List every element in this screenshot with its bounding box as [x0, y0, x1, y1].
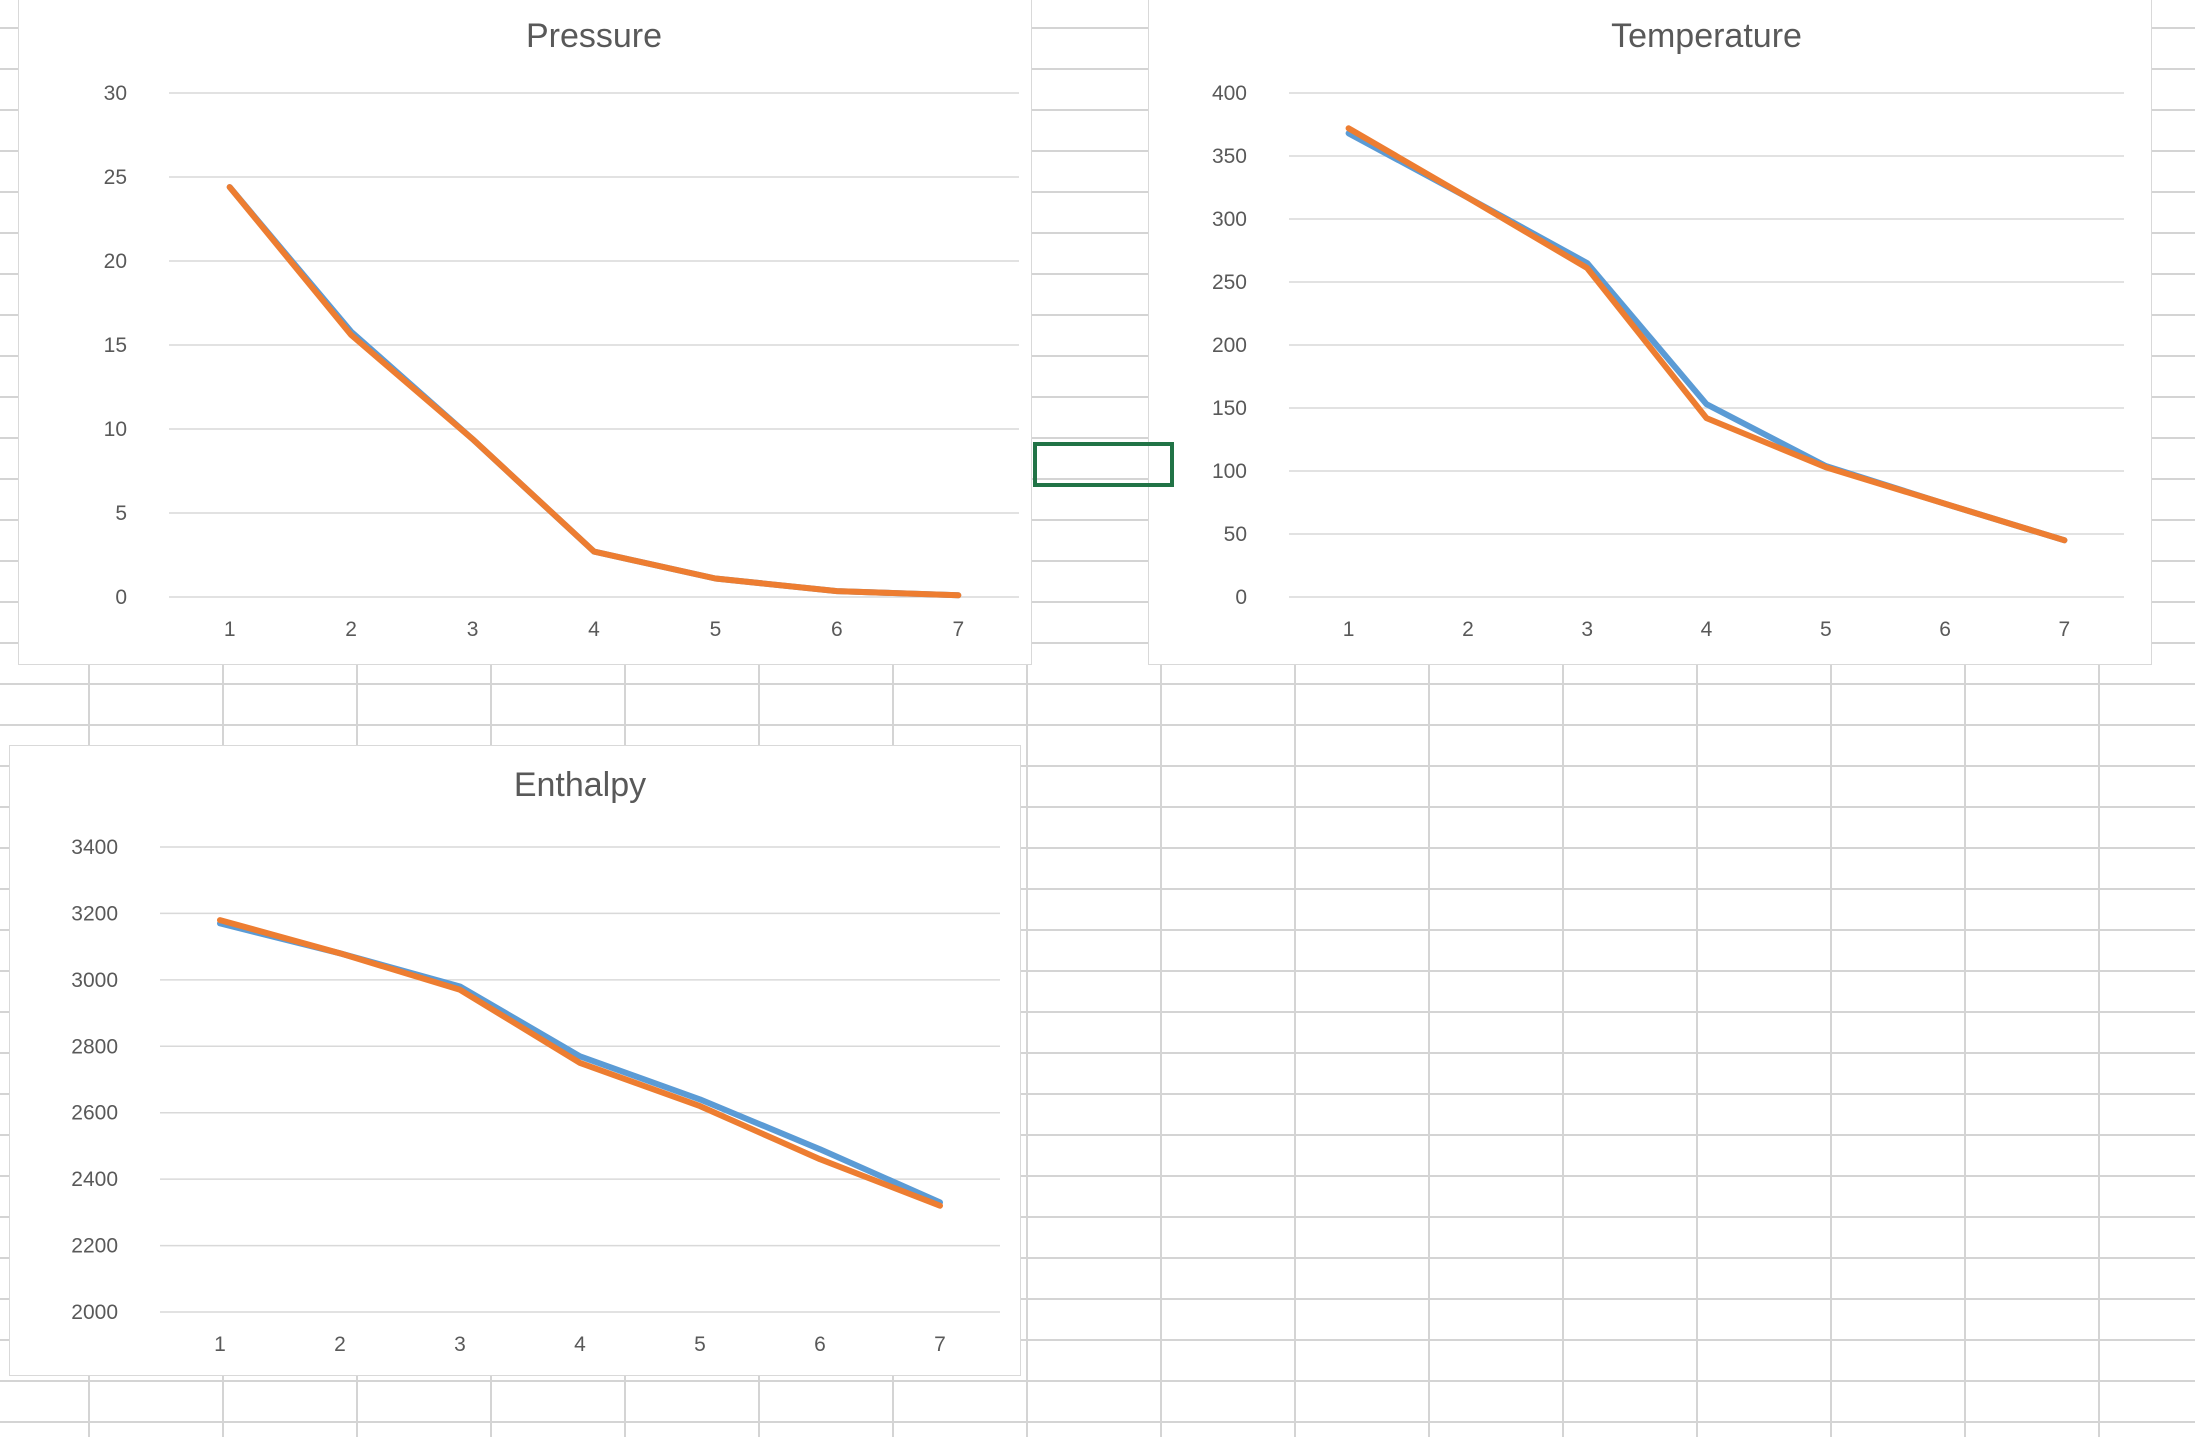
x-tick-label: 7 — [2059, 618, 2071, 641]
x-tick-label: 7 — [952, 618, 964, 641]
temperature-series-line-2 — [1345, 125, 2068, 544]
x-tick-label: 5 — [1820, 618, 1832, 641]
temperature-chart-title: Temperature — [1611, 17, 1802, 55]
pressure-chart-svg: Pressure 0 5 10 15 20 25 30 1 2 3 4 5 6 7 — [104, 17, 1019, 641]
selected-cell[interactable] — [1033, 442, 1174, 487]
x-tick-label: 5 — [694, 1333, 706, 1356]
temperature-chart-svg: Temperature 0 50 100 150 200 250 300 350 400 1 2 3 4 5… — [1212, 17, 2124, 641]
x-tick-label: 2 — [345, 618, 357, 641]
pressure-series-line-1 — [226, 184, 962, 599]
y-tick-label: 2600 — [71, 1102, 118, 1125]
x-tick-label: 3 — [467, 618, 479, 641]
y-tick-label: 2800 — [71, 1035, 118, 1058]
y-tick-label: 20 — [104, 250, 127, 273]
x-tick-label: 1 — [224, 618, 236, 641]
y-tick-label: 5 — [115, 502, 127, 525]
y-tick-label: 30 — [104, 82, 127, 105]
y-tick-label: 400 — [1212, 82, 1247, 105]
y-tick-label: 200 — [1212, 334, 1247, 357]
temperature-series-line-1 — [1345, 130, 2068, 544]
y-tick-label: 3000 — [71, 969, 118, 992]
y-tick-label: 0 — [115, 586, 127, 609]
pressure-chart-title: Pressure — [526, 17, 662, 55]
pressure-series-line-2 — [226, 184, 962, 599]
y-tick-label: 3400 — [71, 836, 118, 859]
y-tick-label: 2400 — [71, 1168, 118, 1191]
enthalpy-chart[interactable]: Enthalpy 2000 2200 2400 2600 2800 3000 3200 3400… — [9, 745, 1021, 1376]
x-tick-label: 2 — [1462, 618, 1474, 641]
pressure-chart[interactable]: Pressure 0 5 10 15 20 25 30 1 2 3 4 5 6 7 — [18, 0, 1032, 665]
y-tick-label: 25 — [104, 166, 127, 189]
y-tick-label: 15 — [104, 334, 127, 357]
x-tick-label: 3 — [1581, 618, 1593, 641]
enthalpy-series-line-2 — [217, 917, 943, 1209]
enthalpy-chart-title: Enthalpy — [514, 766, 646, 804]
x-tick-label: 1 — [1343, 618, 1355, 641]
y-tick-label: 2000 — [71, 1301, 118, 1324]
x-tick-label: 6 — [814, 1333, 826, 1356]
y-tick-label: 0 — [1235, 586, 1247, 609]
x-tick-label: 6 — [831, 618, 843, 641]
x-tick-label: 3 — [454, 1333, 466, 1356]
y-tick-label: 350 — [1212, 145, 1247, 168]
x-tick-label: 4 — [574, 1333, 586, 1356]
x-tick-label: 4 — [1701, 618, 1713, 641]
enthalpy-chart-svg: Enthalpy 2000 2200 2400 2600 2800 3000 3200 3400… — [71, 766, 1000, 1356]
y-tick-label: 50 — [1224, 523, 1247, 546]
x-tick-label: 6 — [1939, 618, 1951, 641]
y-tick-label: 100 — [1212, 460, 1247, 483]
y-tick-label: 150 — [1212, 397, 1247, 420]
y-tick-label: 250 — [1212, 271, 1247, 294]
x-tick-label: 1 — [214, 1333, 226, 1356]
temperature-chart[interactable]: Temperature 0 50 100 150 200 250 300 350 400 1 2 3 4 5… — [1148, 0, 2152, 665]
y-tick-label: 2200 — [71, 1235, 118, 1258]
x-tick-label: 5 — [710, 618, 722, 641]
y-tick-label: 300 — [1212, 208, 1247, 231]
y-tick-label: 3200 — [71, 902, 118, 925]
x-tick-label: 2 — [334, 1333, 346, 1356]
x-tick-label: 4 — [588, 618, 600, 641]
y-tick-label: 10 — [104, 418, 127, 441]
x-tick-label: 7 — [934, 1333, 946, 1356]
